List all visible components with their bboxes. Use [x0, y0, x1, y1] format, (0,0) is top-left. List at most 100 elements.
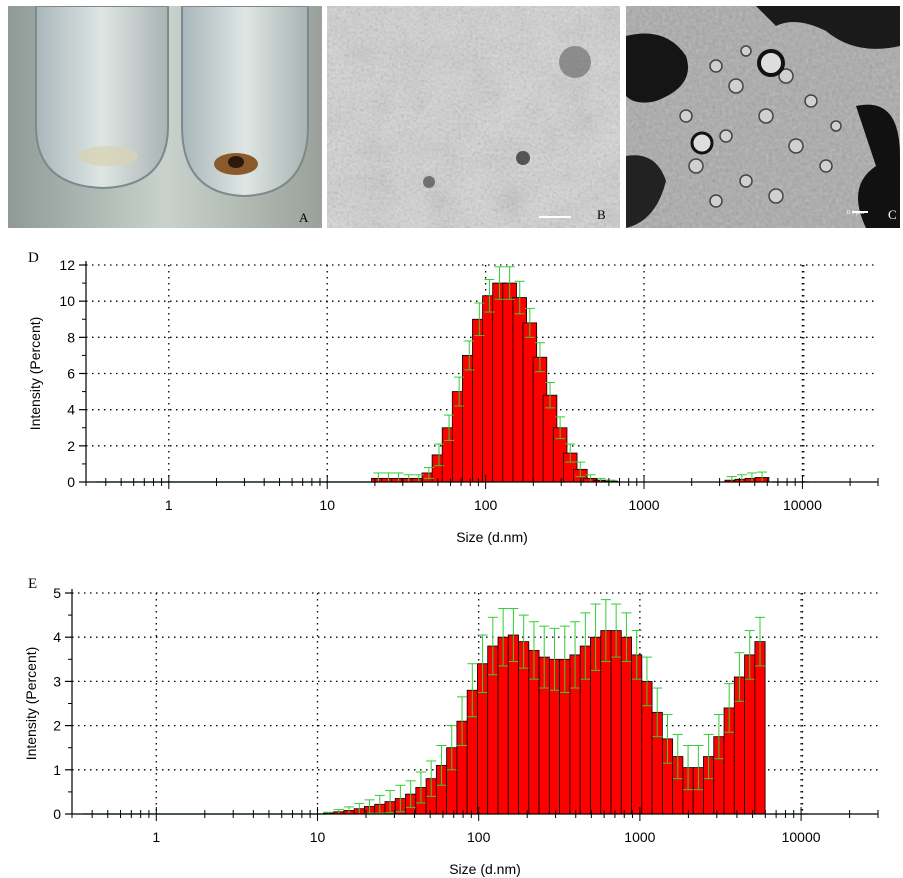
micrograph-panel-c [626, 6, 900, 228]
y-tick-label: 10 [59, 293, 75, 309]
error-bar [426, 760, 437, 797]
x-tick-label: 1000 [628, 497, 659, 513]
error-bar [467, 663, 478, 718]
y-axis-label: Intensity (Percent) [27, 317, 43, 431]
bar [610, 630, 622, 815]
error-bar [518, 614, 529, 669]
x-axis-label: Size (d.nm) [456, 529, 528, 545]
tem-image-c [626, 6, 900, 228]
error-bar [693, 744, 704, 791]
error-bar [477, 634, 488, 693]
y-tick-label: 4 [53, 629, 61, 645]
error-bar [534, 342, 545, 373]
y-tick-label: 2 [67, 438, 75, 454]
error-bar [570, 621, 581, 689]
error-bar [405, 780, 416, 808]
panel-d-label: D [28, 250, 39, 266]
error-bar [724, 683, 735, 733]
x-tick-label: 10000 [783, 497, 822, 513]
error-bar [703, 733, 714, 780]
error-bar [549, 627, 560, 691]
error-bar [474, 302, 485, 337]
tubes-photo [8, 6, 322, 228]
error-bar [385, 790, 396, 814]
panel-e-label: E [28, 576, 38, 592]
scale-bar-c [852, 211, 868, 213]
dls-chart-e: 0 1 2 3 4 5 1 10 100 1000 10000 Size (d.nm) Intensit… [23, 585, 879, 877]
error-bar [528, 621, 539, 680]
micrograph-panel-b [327, 6, 620, 228]
error-bar [436, 744, 447, 786]
photo-panel-a [8, 6, 322, 228]
error-bar [494, 266, 505, 300]
y-tick-label: 4 [67, 402, 75, 418]
error-bar [580, 612, 591, 680]
y-tick-label: 12 [59, 257, 75, 273]
error-bar [600, 599, 611, 663]
error-bar [555, 416, 566, 440]
error-bar [433, 443, 444, 467]
error-bar [631, 630, 642, 680]
error-bar [415, 771, 426, 804]
error-bar [514, 280, 525, 315]
error-bar [713, 714, 724, 760]
x-tick-label: 1 [165, 497, 173, 513]
error-bar [504, 266, 515, 300]
error-bar [498, 607, 509, 667]
error-bar [734, 652, 745, 702]
error-bar [683, 744, 694, 791]
y-tick-label: 2 [53, 718, 61, 734]
y-tick-label: 0 [53, 806, 61, 822]
error-bar [565, 443, 576, 463]
error-bar [575, 461, 586, 478]
x-tick-label: 10 [319, 497, 335, 513]
error-bar [464, 340, 475, 371]
x-tick-label: 10 [310, 829, 326, 845]
dls-chart-d: 0 2 4 6 8 10 12 1 10 100 1000 10000 Size (d.nm) Inten… [27, 257, 879, 545]
panel-c-label: C [888, 207, 897, 222]
x-tick-label: 1000 [624, 829, 655, 845]
error-bar [423, 467, 434, 479]
error-bar [395, 784, 406, 813]
error-bar [754, 616, 765, 667]
y-tick-label: 1 [53, 762, 61, 778]
error-bar [652, 687, 663, 738]
y-axis-label: Intensity (Percent) [23, 647, 39, 761]
error-bar [662, 714, 673, 764]
bar [620, 636, 632, 815]
y-tick-label: 3 [53, 673, 61, 689]
error-bar [457, 696, 468, 746]
error-bar [641, 656, 652, 707]
error-bar [559, 625, 570, 693]
scale-bar-b [539, 216, 571, 218]
y-tick-label: 0 [67, 474, 75, 490]
error-bar [508, 607, 519, 663]
error-bar [524, 307, 535, 338]
x-tick-label: 1 [152, 829, 160, 845]
x-axis-label: Size (d.nm) [449, 861, 521, 877]
error-bar [487, 616, 498, 676]
error-bar [484, 278, 495, 313]
error-bar [454, 376, 465, 407]
y-tick-label: 8 [67, 329, 75, 345]
error-bar [374, 794, 385, 814]
error-bar [621, 612, 632, 663]
x-tick-label: 100 [474, 497, 498, 513]
error-bar [744, 630, 755, 680]
tem-image-b [327, 6, 620, 228]
error-bar [539, 625, 550, 689]
error-bar [590, 603, 601, 671]
x-tick-label: 100 [467, 829, 491, 845]
panel-c-scale-text: 0.1 μm [847, 210, 864, 216]
error-bar [446, 725, 457, 771]
y-tick-label: 5 [53, 585, 61, 601]
plot-area [86, 264, 878, 483]
error-bar [611, 603, 622, 658]
error-bar [545, 382, 556, 409]
error-bar [672, 733, 683, 780]
panel-a-label: A [299, 210, 309, 225]
panel-b-label: B [597, 207, 606, 222]
bar [754, 641, 766, 815]
y-tick-label: 6 [67, 366, 75, 382]
x-tick-label: 10000 [782, 829, 821, 845]
